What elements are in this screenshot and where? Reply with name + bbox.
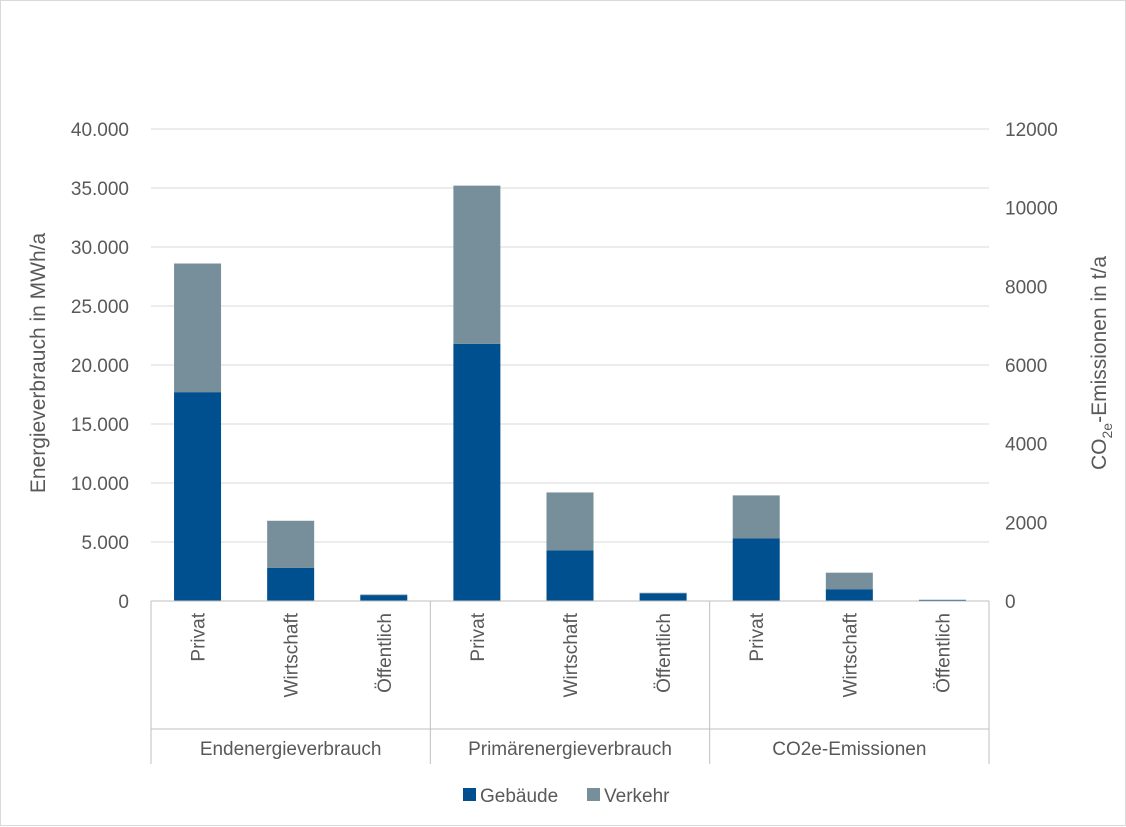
right-tick-label: 12000 bbox=[1005, 120, 1058, 141]
right-axis-ticks: 0 2000 4000 6000 8000 10000 12000 bbox=[1005, 120, 1058, 613]
bar-gebaeude bbox=[360, 595, 408, 601]
category-label: Öffentlich bbox=[375, 613, 396, 693]
right-axis-title-main: CO bbox=[1088, 438, 1111, 470]
left-tick-label: 0 bbox=[118, 592, 129, 613]
bar-gebaeude bbox=[546, 550, 594, 601]
category-label: Privat bbox=[468, 612, 489, 661]
group-labels: Endenergieverbrauch Primärenergieverbrauc… bbox=[200, 739, 927, 760]
bar-gebaeude bbox=[174, 392, 222, 601]
bars bbox=[174, 185, 966, 601]
bar-gebaeude bbox=[267, 567, 315, 601]
bar-verkehr bbox=[360, 594, 408, 596]
legend-swatch bbox=[587, 788, 600, 801]
bar-gebaeude bbox=[453, 343, 501, 601]
category-label: Wirtschaft bbox=[282, 612, 303, 697]
legend-label: Gebäude bbox=[480, 786, 558, 807]
axes bbox=[150, 600, 990, 764]
bar-verkehr bbox=[453, 185, 501, 344]
left-tick-label: 40.000 bbox=[71, 120, 129, 141]
right-tick-label: 0 bbox=[1005, 592, 1016, 613]
category-label: Wirtschaft bbox=[561, 612, 582, 697]
right-tick-label: 2000 bbox=[1005, 513, 1047, 534]
bar-verkehr bbox=[546, 492, 594, 551]
right-tick-label: 10000 bbox=[1005, 199, 1058, 220]
left-tick-label: 10.000 bbox=[71, 474, 129, 495]
bar-verkehr bbox=[825, 572, 873, 590]
category-labels: Privat Wirtschaft Öffentlich Privat Wirtscha… bbox=[189, 612, 955, 697]
bar-gebaeude bbox=[639, 593, 687, 601]
right-axis-title-rest: -Emissionen in t/a bbox=[1088, 256, 1111, 423]
left-tick-label: 25.000 bbox=[71, 297, 129, 318]
right-tick-label: 6000 bbox=[1005, 356, 1047, 377]
right-tick-label: 4000 bbox=[1005, 435, 1047, 456]
bar-verkehr bbox=[267, 520, 315, 568]
category-label: Wirtschaft bbox=[840, 612, 861, 697]
group-label: CO2e-Emissionen bbox=[772, 739, 926, 760]
right-axis-title-sub: 2e bbox=[1099, 423, 1115, 439]
left-tick-label: 20.000 bbox=[71, 356, 129, 377]
group-label: Primärenergieverbrauch bbox=[468, 739, 672, 760]
left-tick-label: 35.000 bbox=[71, 179, 129, 200]
bar-gebaeude bbox=[825, 589, 873, 601]
right-tick-label: 8000 bbox=[1005, 277, 1047, 298]
bar-verkehr bbox=[732, 495, 780, 539]
left-tick-label: 15.000 bbox=[71, 415, 129, 436]
left-axis-title: Energieverbrauch in MWh/a bbox=[27, 233, 50, 494]
legend-label: Verkehr bbox=[604, 786, 670, 807]
bar-gebaeude bbox=[918, 599, 966, 601]
bar-verkehr bbox=[174, 263, 222, 393]
group-label: Endenergieverbrauch bbox=[200, 739, 382, 760]
category-label: Öffentlich bbox=[933, 613, 954, 693]
legend: Gebäude Verkehr bbox=[463, 786, 670, 807]
left-axis-ticks: 0 5.000 10.000 15.000 20.000 25.000 30.000 35.0… bbox=[71, 120, 129, 613]
category-label: Privat bbox=[747, 612, 768, 661]
left-tick-label: 5.000 bbox=[81, 533, 129, 554]
gridlines bbox=[151, 128, 989, 543]
bar-verkehr bbox=[639, 592, 687, 594]
bar-gebaeude bbox=[732, 538, 780, 601]
right-axis-title: CO2e-Emissionen in t/a bbox=[1088, 256, 1115, 470]
left-tick-label: 30.000 bbox=[71, 238, 129, 259]
category-label: Öffentlich bbox=[654, 613, 675, 693]
category-label: Privat bbox=[189, 612, 210, 661]
legend-swatch bbox=[463, 788, 476, 801]
